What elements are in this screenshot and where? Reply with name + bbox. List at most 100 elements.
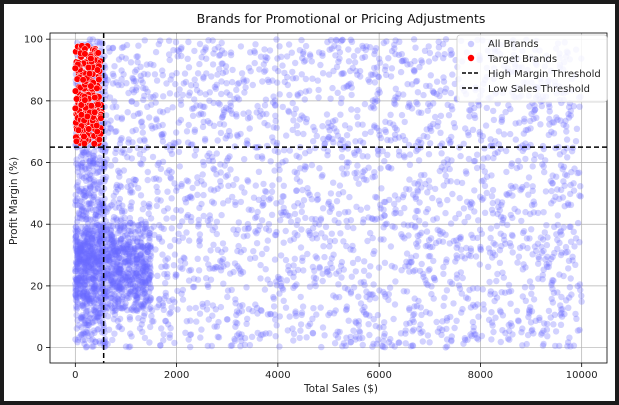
all-brands-point bbox=[489, 322, 496, 329]
all-brands-point bbox=[375, 55, 383, 62]
all-brands-point bbox=[279, 284, 286, 292]
all-brands-point bbox=[139, 259, 147, 266]
all-brands-point bbox=[198, 54, 205, 61]
all-brands-point bbox=[355, 180, 362, 187]
all-brands-point bbox=[403, 258, 410, 265]
all-brands-point bbox=[320, 135, 327, 143]
all-brands-point bbox=[240, 78, 248, 85]
all-brands-point bbox=[130, 176, 137, 183]
all-brands-point bbox=[554, 245, 561, 252]
all-brands-point bbox=[535, 255, 543, 263]
all-brands-point bbox=[346, 125, 353, 132]
all-brands-point bbox=[118, 67, 125, 74]
all-brands-point bbox=[457, 233, 464, 241]
all-brands-point bbox=[164, 107, 171, 114]
all-brands-point bbox=[383, 220, 390, 227]
all-brands-point bbox=[162, 317, 169, 325]
all-brands-point bbox=[204, 342, 211, 350]
all-brands-point bbox=[442, 172, 449, 179]
all-brands-point bbox=[571, 165, 578, 172]
all-brands-point bbox=[453, 317, 460, 324]
all-brands-point bbox=[574, 327, 582, 334]
all-brands-point bbox=[184, 55, 191, 62]
all-brands-point bbox=[433, 215, 441, 222]
all-brands-point bbox=[131, 68, 139, 75]
all-brands-point bbox=[519, 243, 526, 250]
all-brands-point bbox=[439, 238, 447, 245]
all-brands-point bbox=[483, 104, 490, 112]
x-tick-label: 4000 bbox=[265, 370, 290, 381]
all-brands-point bbox=[289, 126, 296, 134]
all-brands-point bbox=[430, 295, 437, 302]
all-brands-point bbox=[195, 223, 202, 230]
all-brands-point bbox=[480, 306, 488, 313]
all-brands-point bbox=[550, 277, 557, 284]
all-brands-point bbox=[541, 229, 548, 236]
all-brands-point bbox=[457, 152, 464, 160]
all-brands-point bbox=[564, 339, 572, 346]
all-brands-point bbox=[74, 336, 82, 344]
all-brands-point bbox=[243, 320, 250, 327]
all-brands-point bbox=[381, 290, 389, 298]
all-brands-point bbox=[277, 252, 285, 259]
all-brands-point bbox=[206, 265, 213, 272]
all-brands-point bbox=[125, 89, 132, 97]
all-brands-point bbox=[464, 213, 472, 221]
all-brands-point bbox=[440, 302, 447, 310]
all-brands-point bbox=[319, 277, 326, 285]
all-brands-point bbox=[357, 206, 364, 213]
all-brands-point bbox=[366, 331, 373, 339]
all-brands-point bbox=[380, 206, 387, 213]
all-brands-point bbox=[556, 342, 563, 350]
all-brands-point bbox=[392, 85, 399, 93]
all-brands-point bbox=[309, 235, 316, 242]
all-brands-point bbox=[160, 93, 167, 100]
all-brands-point bbox=[485, 245, 493, 252]
all-brands-point bbox=[275, 67, 282, 75]
all-brands-point bbox=[556, 195, 563, 202]
all-brands-point bbox=[177, 97, 184, 104]
all-brands-point bbox=[158, 325, 165, 332]
all-brands-point bbox=[534, 240, 542, 247]
all-brands-point bbox=[382, 198, 389, 206]
all-brands-point bbox=[193, 87, 201, 94]
all-brands-point bbox=[375, 86, 382, 94]
all-brands-point bbox=[414, 243, 421, 250]
all-brands-point bbox=[471, 114, 479, 122]
all-brands-point bbox=[234, 247, 241, 255]
all-brands-point bbox=[547, 177, 554, 185]
all-brands-point bbox=[194, 70, 202, 77]
all-brands-point bbox=[346, 193, 353, 201]
all-brands-point bbox=[348, 273, 355, 280]
all-brands-point bbox=[476, 128, 483, 136]
all-brands-point bbox=[180, 254, 187, 261]
chart-title: Brands for Promotional or Pricing Adjust… bbox=[197, 11, 486, 26]
all-brands-point bbox=[352, 138, 359, 145]
all-brands-point bbox=[209, 302, 217, 309]
all-brands-point bbox=[285, 41, 293, 48]
all-brands-point bbox=[391, 264, 398, 271]
all-brands-point bbox=[369, 174, 376, 181]
legend-target-brands-marker bbox=[467, 54, 475, 62]
all-brands-point bbox=[463, 170, 470, 177]
all-brands-point bbox=[254, 329, 261, 337]
all-brands-point bbox=[549, 119, 556, 126]
all-brands-point bbox=[272, 112, 279, 120]
all-brands-point bbox=[190, 275, 198, 282]
all-brands-point bbox=[115, 247, 122, 254]
all-brands-point bbox=[539, 271, 546, 279]
all-brands-point bbox=[306, 51, 314, 58]
all-brands-point bbox=[252, 182, 259, 189]
all-brands-point bbox=[354, 162, 361, 169]
all-brands-point bbox=[255, 196, 262, 203]
all-brands-point bbox=[136, 150, 144, 158]
all-brands-point bbox=[561, 203, 568, 210]
all-brands-point bbox=[298, 112, 305, 119]
all-brands-point bbox=[216, 65, 223, 73]
all-brands-point bbox=[556, 271, 563, 278]
all-brands-point bbox=[82, 173, 90, 180]
all-brands-point bbox=[424, 205, 432, 213]
all-brands-point bbox=[291, 282, 299, 290]
all-brands-point bbox=[223, 89, 230, 96]
all-brands-point bbox=[507, 300, 514, 307]
